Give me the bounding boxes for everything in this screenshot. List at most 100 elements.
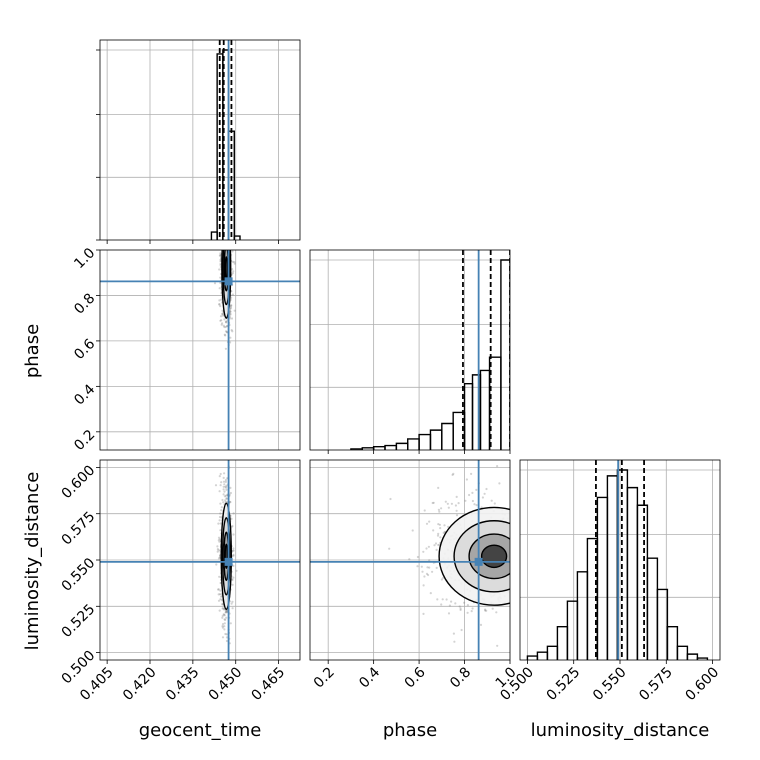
- scatter-point: [563, 588, 565, 590]
- scatter-point: [432, 529, 435, 532]
- scatter-point: [534, 522, 536, 524]
- scatter-point: [231, 549, 234, 552]
- scatter-point: [225, 609, 228, 612]
- scatter-point: [513, 561, 515, 563]
- scatter-point: [223, 618, 226, 621]
- tick-label-y-luminosity_distance-2: 0.550: [59, 555, 99, 595]
- scatter-point: [223, 472, 226, 475]
- scatter-point: [466, 604, 469, 607]
- scatter-point: [523, 562, 525, 564]
- scatter-point: [230, 602, 233, 605]
- scatter-point: [431, 501, 434, 505]
- scatter-point: [221, 602, 224, 606]
- scatter-point: [437, 486, 440, 489]
- scatter-point: [223, 205, 225, 207]
- scatter-point: [219, 244, 221, 246]
- histogram-bar: [546, 645, 559, 660]
- scatter-point: [223, 243, 225, 245]
- scatter-point: [425, 572, 429, 576]
- scatter-point: [217, 536, 221, 539]
- scatter-point: [224, 246, 226, 248]
- scatter-point: [222, 476, 225, 479]
- scatter-point: [523, 537, 525, 539]
- scatter-point: [222, 241, 224, 243]
- tick-label-y-luminosity_distance-3: 0.575: [59, 509, 99, 549]
- scatter-point: [226, 247, 228, 249]
- scatter-point: [225, 219, 227, 221]
- scatter-point: [531, 537, 533, 539]
- scatter-point: [433, 544, 436, 547]
- scatter-point: [485, 487, 488, 491]
- scatter-point: [535, 536, 537, 538]
- scatter-point: [226, 222, 228, 224]
- scatter-point: [422, 584, 425, 587]
- scatter-point: [516, 568, 518, 570]
- scatter-point: [221, 245, 223, 247]
- scatter-phase-luminosity_distance: [310, 460, 565, 660]
- scatter-point: [516, 558, 518, 560]
- panel-frame-diag-phase: [309, 249, 511, 451]
- scatter-point: [523, 528, 525, 530]
- scatter-point: [435, 548, 438, 552]
- scatter-point: [471, 491, 474, 494]
- scatter-point: [557, 600, 559, 602]
- scatter-point: [230, 304, 233, 307]
- scatter-point: [233, 261, 236, 264]
- tick-label-x-luminosity_distance-3: 0.575: [636, 664, 676, 704]
- scatter-point: [219, 252, 222, 255]
- scatter-point: [226, 241, 228, 243]
- panel-frame-phase-luminosity_distance: [309, 459, 511, 661]
- scatter-point: [528, 544, 530, 546]
- scatter-point: [544, 542, 546, 544]
- scatter-point: [549, 568, 551, 570]
- scatter-point: [232, 553, 235, 557]
- histogram-bar: [626, 486, 639, 660]
- scatter-point: [529, 540, 531, 542]
- scatter-geocent_time-luminosity_distance: [100, 460, 300, 660]
- scatter-point: [537, 494, 539, 496]
- contour-level-3: [480, 544, 508, 569]
- scatter-point: [224, 241, 226, 243]
- scatter-point: [552, 546, 554, 548]
- histogram-bar: [407, 438, 420, 450]
- tick-label-x-luminosity_distance-2: 0.550: [590, 664, 630, 704]
- scatter-point: [458, 605, 461, 608]
- scatter-point: [221, 636, 225, 639]
- scatter-point: [444, 500, 447, 503]
- scatter-point: [540, 590, 542, 592]
- scatter-point: [541, 587, 543, 589]
- scatter-point: [516, 524, 518, 526]
- scatter-point: [225, 484, 228, 488]
- scatter-point: [220, 509, 223, 512]
- scatter-point: [229, 486, 232, 489]
- scatter-point: [225, 225, 227, 227]
- scatter-point: [221, 240, 223, 242]
- x-axis-label-phase: phase: [383, 720, 437, 741]
- scatter-point: [534, 584, 536, 586]
- scatter-point: [530, 531, 532, 533]
- scatter-point: [224, 618, 227, 622]
- scatter-point: [532, 568, 534, 570]
- scatter-point: [470, 610, 473, 613]
- scatter-point: [422, 550, 425, 553]
- scatter-point: [512, 558, 514, 560]
- tick-label-x-luminosity_distance-1: 0.525: [544, 664, 584, 704]
- tick-label-x-geocent_time-3: 0.450: [206, 664, 246, 704]
- scatter-point: [543, 606, 545, 608]
- scatter-point: [226, 241, 228, 243]
- scatter-point: [538, 473, 540, 475]
- scatter-point: [511, 567, 513, 569]
- scatter-point: [217, 539, 220, 542]
- scatter-point: [225, 616, 228, 619]
- scatter-point: [228, 246, 230, 248]
- tick-label-y-phase-0: 0.2: [71, 427, 98, 454]
- scatter-point: [537, 585, 539, 587]
- scatter-point: [229, 310, 232, 313]
- histogram-geocent_time: [210, 40, 241, 240]
- scatter-point: [220, 323, 223, 326]
- scatter-point: [551, 612, 553, 614]
- scatter-point: [512, 507, 514, 509]
- scatter-point: [218, 254, 221, 257]
- scatter-point: [218, 540, 221, 543]
- histogram-bar: [233, 235, 241, 240]
